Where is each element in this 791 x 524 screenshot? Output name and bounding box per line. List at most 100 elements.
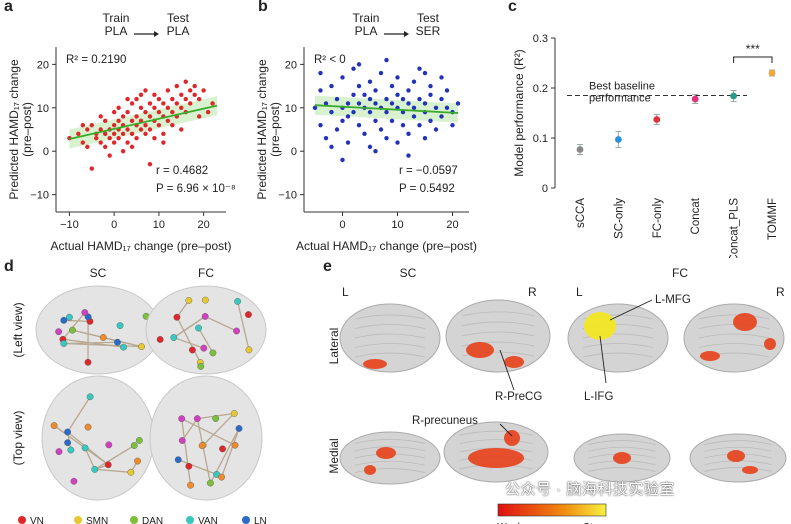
data-point — [98, 127, 103, 132]
data-point — [345, 140, 351, 145]
significance-stars: *** — [746, 42, 760, 56]
data-point — [161, 140, 166, 145]
data-point — [205, 109, 211, 115]
data-point — [170, 109, 175, 115]
legend-swatch — [186, 516, 194, 524]
data-point — [395, 140, 400, 145]
data-point — [356, 122, 362, 128]
arrow-head — [404, 31, 409, 37]
panel-b-label: b — [258, 0, 268, 15]
data-point — [125, 109, 130, 115]
data-point — [201, 88, 206, 93]
region-node — [218, 473, 225, 481]
sulcus — [698, 343, 770, 348]
data-point — [196, 114, 202, 119]
data-point — [411, 114, 417, 119]
data-point — [129, 118, 135, 124]
region-node — [235, 425, 243, 432]
region-node — [195, 324, 202, 332]
connection-edge — [196, 418, 212, 484]
data-point — [98, 140, 103, 145]
data-point — [433, 127, 439, 132]
data-point — [156, 109, 162, 115]
panel-e-brains: SC FC L R L R Lateral Medial R-PreCG L-IFG L-MFG R-… — [327, 266, 787, 524]
legend-swatch — [242, 516, 250, 524]
data-point — [318, 88, 323, 93]
data-point — [147, 162, 153, 167]
data-point — [179, 92, 184, 97]
data-point — [439, 75, 444, 80]
activation-region-lmfg — [584, 312, 616, 340]
region-node — [244, 311, 252, 319]
panel-c-label: c — [508, 0, 517, 15]
data-point — [179, 105, 184, 110]
annotation-l-ifg: L-IFG — [584, 391, 613, 403]
data-point — [152, 92, 157, 97]
y-tick-label: 10 — [37, 103, 49, 115]
r2-label: R² = 0.2190 — [66, 54, 126, 66]
connection-edge — [197, 327, 214, 354]
region-node — [135, 437, 143, 444]
data-point — [147, 114, 153, 119]
region-node — [105, 441, 113, 449]
category-label: FC-only — [652, 198, 664, 239]
data-point — [156, 122, 162, 128]
annotation-l-mfg: L-MFG — [655, 294, 691, 306]
data-point — [183, 79, 188, 84]
activation-region — [466, 342, 494, 358]
data-point — [450, 122, 455, 128]
x-tick-label: 10 — [153, 219, 165, 231]
data-point — [152, 135, 157, 141]
panel-a-label: a — [4, 0, 13, 15]
activation-region — [504, 356, 524, 368]
connection-edge — [181, 418, 236, 446]
data-point — [156, 96, 162, 102]
data-point — [400, 96, 406, 102]
data-point — [174, 83, 179, 89]
data-point — [329, 109, 334, 115]
y-tick-label: 20 — [37, 59, 49, 71]
panel-d-label: d — [4, 258, 14, 275]
legend-swatch — [130, 516, 138, 524]
sulcus — [461, 311, 535, 317]
data-point — [111, 131, 117, 137]
region-node — [66, 313, 73, 321]
region-node — [185, 462, 193, 470]
data-point — [116, 118, 121, 124]
row-label-left-view: (Left view) — [11, 302, 25, 357]
data-point — [183, 96, 188, 102]
region-node — [207, 479, 214, 487]
data-point — [428, 92, 433, 97]
data-point — [170, 96, 175, 102]
data-point — [362, 131, 367, 137]
sulcus — [354, 439, 426, 444]
data-point — [170, 122, 175, 128]
hemisphere-r: R — [528, 285, 537, 299]
data-point — [373, 101, 378, 106]
data-point — [94, 135, 99, 141]
panel-c-chart: 0.3 0.2 0.1 0 Model performance (R²) Best bas… — [512, 33, 779, 258]
region-node — [188, 346, 196, 354]
connection-edge — [94, 444, 135, 470]
data-point — [439, 96, 444, 102]
sulcus — [704, 440, 772, 445]
region-node — [116, 322, 124, 329]
data-point — [444, 88, 450, 93]
connection-edge — [204, 315, 237, 332]
y-tick-label: 0.1 — [533, 133, 548, 145]
region-node — [91, 465, 99, 473]
data-point — [455, 101, 461, 106]
data-point — [439, 114, 444, 119]
connection-edge — [181, 418, 198, 441]
data-point — [362, 92, 367, 97]
data-point — [576, 146, 584, 153]
data-point — [196, 96, 202, 102]
data-point — [143, 88, 148, 93]
panel-e-label: e — [323, 258, 332, 275]
header-train: Train PLA — [103, 11, 130, 38]
data-point — [98, 114, 103, 119]
connection-edge — [94, 468, 131, 473]
connection-edge — [178, 459, 217, 476]
data-point — [351, 109, 356, 115]
annotation-line — [609, 299, 653, 321]
